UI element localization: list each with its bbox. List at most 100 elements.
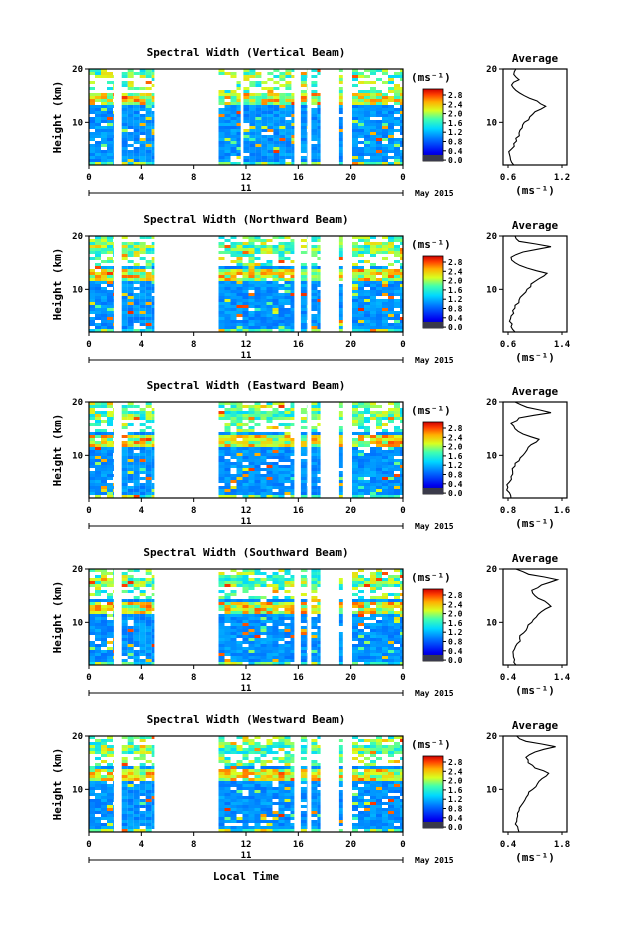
panel-2-heatmap-cell bbox=[394, 293, 400, 296]
panel-3-heatmap-cell bbox=[376, 420, 382, 423]
panel-2-heatmap-cell bbox=[278, 278, 285, 281]
panel-4-heatmap-cell bbox=[376, 632, 382, 635]
panel-2-heatmap-cell bbox=[388, 281, 394, 284]
panel-1-heatmap-cell bbox=[338, 75, 343, 78]
panel-4-average-y-tick-label: 20 bbox=[486, 565, 497, 575]
panel-5-heatmap-cell bbox=[139, 805, 146, 808]
panel-2-heatmap-cell bbox=[89, 299, 95, 302]
panel-3-heatmap-cell bbox=[260, 456, 267, 459]
panel-1-heatmap-cell bbox=[306, 141, 308, 144]
panel-2-heatmap-cell bbox=[260, 272, 267, 275]
panel-4-heatmap-cell bbox=[260, 602, 267, 605]
panel-1-heatmap-cell bbox=[370, 129, 376, 132]
panel-1-heatmap-cell bbox=[317, 141, 321, 144]
panel-1-heatmap-cell bbox=[151, 114, 155, 117]
panel-3-heatmap-cell bbox=[139, 441, 146, 444]
panel-1-heatmap-cell bbox=[230, 126, 237, 129]
panel-4-heatmap-cell bbox=[260, 584, 267, 587]
panel-2-heatmap-cell bbox=[290, 296, 295, 299]
panel-4-heatmap-cell bbox=[382, 593, 388, 596]
panel-4-heatmap-cell bbox=[272, 644, 279, 647]
panel-4-heatmap-cell bbox=[107, 659, 113, 662]
panel-2-heatmap-cell bbox=[107, 248, 113, 251]
panel-3-heatmap-cell bbox=[224, 450, 231, 453]
panel-1-heatmap-cell bbox=[145, 102, 152, 105]
panel-2-heatmap-cell bbox=[278, 314, 285, 317]
panel-4-heatmap-cell bbox=[364, 599, 370, 602]
panel-4-heatmap-cell bbox=[376, 605, 382, 608]
panel-1-heatmap-cell bbox=[101, 129, 107, 132]
panel-4-heatmap-cell bbox=[300, 617, 307, 620]
panel-1-heatmap-cell bbox=[285, 147, 292, 150]
panel-5-heatmap-cell bbox=[230, 781, 237, 784]
panel-3-heatmap-cell bbox=[242, 465, 249, 468]
panel-1-heatmap-cell bbox=[382, 105, 388, 108]
panel-2-heatmap-cell bbox=[284, 284, 291, 287]
panel-5-heatmap-cell bbox=[218, 787, 225, 790]
panel-1-heatmap-cell bbox=[139, 102, 146, 105]
panel-4-heatmap-cell bbox=[151, 608, 155, 611]
panel-4-heatmap-cell bbox=[284, 602, 291, 605]
panel-2-heatmap-cell bbox=[107, 278, 113, 281]
panel-5-heatmap-cell bbox=[121, 766, 128, 769]
panel-4-heatmap-cell bbox=[248, 635, 255, 638]
panel-2-heatmap-cell bbox=[260, 311, 267, 314]
panel-4-heatmap-cell bbox=[278, 635, 285, 638]
panel-5-heatmap-cell bbox=[107, 808, 113, 811]
panel-2-heatmap-cell bbox=[113, 314, 114, 317]
panel-4-heatmap-cell bbox=[139, 635, 146, 638]
panel-1-heatmap-cell bbox=[133, 117, 140, 120]
panel-4-heatmap-cell bbox=[151, 638, 155, 641]
panel-5-heatmap-cell bbox=[284, 829, 291, 832]
panel-4-heatmap-cell bbox=[230, 629, 237, 632]
panel-2-heatmap-cell bbox=[394, 329, 400, 332]
panel-2-heatmap-cell bbox=[248, 284, 255, 287]
panel-1-heatmap-cell bbox=[151, 126, 155, 129]
panel-4-heatmap-cell bbox=[370, 635, 376, 638]
panel-5-heatmap-cell bbox=[127, 769, 134, 772]
panel-5-heatmap-cell bbox=[95, 811, 101, 814]
panel-4-heatmap-cell bbox=[145, 596, 152, 599]
panel-2-heatmap-cell bbox=[338, 272, 343, 275]
panel-1-heatmap-cell bbox=[306, 117, 308, 120]
panel-3-heatmap-cell bbox=[218, 465, 225, 468]
panel-1-colorbar-tick-label: 0.0 bbox=[448, 156, 463, 165]
panel-2-heatmap-cell bbox=[278, 236, 285, 239]
panel-1-heatmap-cell bbox=[139, 129, 146, 132]
panel-3-heatmap-cell bbox=[101, 462, 107, 465]
panel-1-heatmap-cell bbox=[267, 96, 274, 99]
panel-1-heatmap-cell bbox=[388, 90, 394, 93]
panel-4-heatmap-cell bbox=[145, 635, 152, 638]
panel-3-heatmap-cell bbox=[376, 486, 382, 489]
panel-1-heatmap-cell bbox=[317, 147, 321, 150]
panel-5-heatmap-cell bbox=[151, 778, 155, 781]
panel-4-heatmap-cell bbox=[290, 653, 295, 656]
panel-2-heatmap-cell bbox=[382, 284, 388, 287]
panel-3-heatmap-cell bbox=[338, 405, 343, 408]
panel-3-heatmap-cell bbox=[224, 453, 231, 456]
panel-4-heatmap-cell bbox=[272, 611, 279, 614]
panel-2-heatmap-cell bbox=[254, 278, 261, 281]
panel-5-heatmap-cell bbox=[95, 772, 101, 775]
panel-2-heatmap-cell bbox=[338, 248, 343, 251]
panel-3-heatmap-cell bbox=[121, 465, 128, 468]
panel-4-heatmap-cell bbox=[107, 614, 113, 617]
panel-4-heatmap-cell bbox=[394, 641, 400, 644]
panel-1-heatmap-cell bbox=[400, 72, 403, 75]
panel-2-heatmap-cell bbox=[260, 299, 267, 302]
panel-1-heatmap-cell bbox=[107, 72, 113, 75]
panel-2-heatmap-cell bbox=[254, 263, 261, 266]
panel-3-heatmap-cell bbox=[376, 450, 382, 453]
panel-1-heatmap-cell bbox=[300, 150, 307, 153]
panel-3-heatmap-cell bbox=[284, 411, 291, 414]
panel-5-heatmap-cell bbox=[113, 751, 114, 754]
panel-3-heatmap-cell bbox=[358, 405, 364, 408]
panel-3-heatmap-cell bbox=[370, 483, 376, 486]
panel-3-heatmap-cell bbox=[121, 435, 128, 438]
panel-5-heatmap-cell bbox=[145, 808, 152, 811]
panel-3-heatmap-cell bbox=[382, 483, 388, 486]
panel-3-heatmap-cell bbox=[121, 471, 128, 474]
panel-5-heatmap-cell bbox=[101, 817, 107, 820]
panel-4-heatmap-cell bbox=[89, 620, 95, 623]
panel-4-heatmap-cell bbox=[248, 659, 255, 662]
